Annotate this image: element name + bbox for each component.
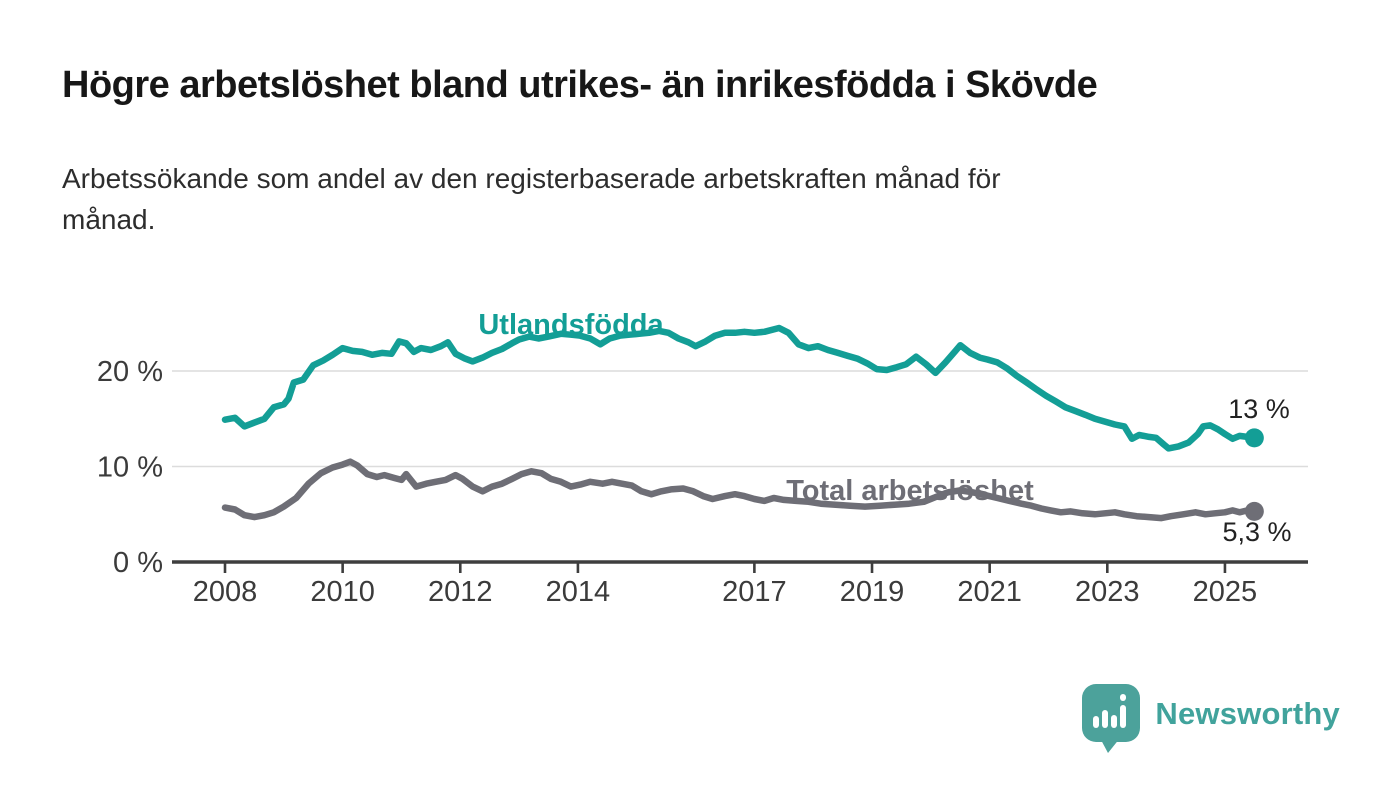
brand-wordmark: Newsworthy [1155, 696, 1340, 731]
x-axis-tick-label: 2021 [957, 576, 1022, 608]
end-value-label-utlandsfodda: 13 % [1228, 394, 1290, 424]
series-line-utlandsfodda [221, 324, 1258, 452]
x-axis-tick-label: 2014 [546, 576, 611, 608]
end-value-label-total: 5,3 % [1222, 517, 1291, 547]
x-axis-tick-label: 2025 [1193, 576, 1258, 608]
chart-subtitle: Arbetssökande som andel av den registerb… [62, 158, 1001, 240]
x-axis-tick-label: 2017 [722, 576, 787, 608]
x-axis-tick-label: 2019 [840, 576, 905, 608]
chart-subtitle-line2: månad. [62, 204, 156, 235]
x-axis-tick-label: 2012 [428, 576, 493, 608]
x-axis-tick-label: 2023 [1075, 576, 1140, 608]
newsworthy-speech-bubble-chart-icon [1082, 684, 1141, 753]
y-axis-tick-label: 20 % [97, 356, 163, 388]
line-chart: 0 % 10 % 20 % 2008 2010 2012 2014 2017 2019 2021… [97, 309, 1308, 608]
y-axis-tick-label: 0 % [113, 547, 163, 579]
x-axis-tick-label: 2010 [310, 576, 375, 608]
series-label-total-arbetsloshet: Total arbetslöshet [786, 475, 1034, 507]
chart-subtitle-line1: Arbetssökande som andel av den registerb… [62, 163, 1001, 194]
series-line-total [221, 458, 1258, 522]
newsworthy-brand: Newsworthy [1080, 682, 1340, 754]
chart-title: Högre arbetslöshet bland utrikes- än inr… [62, 64, 1098, 106]
x-axis-tick-label: 2008 [193, 576, 258, 608]
series-end-dot-utlandsfodda [1244, 428, 1264, 448]
y-axis-tick-label: 10 % [97, 452, 163, 484]
series-end-dot-total [1244, 501, 1264, 521]
series-label-utlandsfodda: Utlandsfödda [478, 309, 664, 341]
